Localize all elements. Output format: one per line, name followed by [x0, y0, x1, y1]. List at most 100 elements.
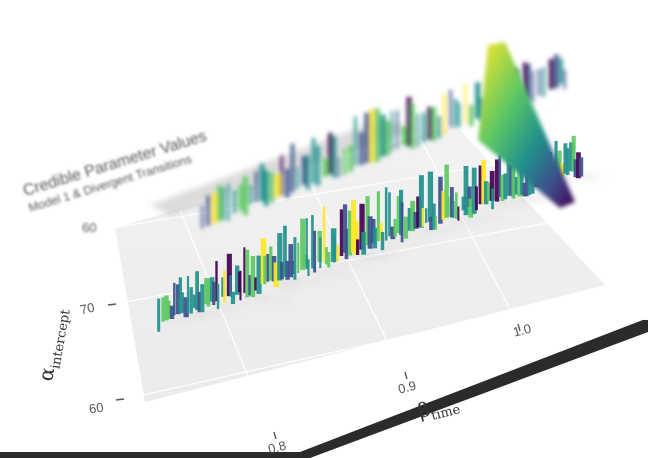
near-ridge-bar: [353, 220, 359, 255]
near-ridge-bar: [229, 275, 232, 297]
near-ridge-bar-shadow: [297, 273, 327, 277]
near-ridge-bar: [418, 175, 424, 228]
near-ridge-bar-shadow: [245, 297, 293, 304]
far-ridge-bar: [369, 108, 375, 163]
gridline-major-y: [129, 289, 611, 399]
near-ridge-bar-shadow: [322, 261, 376, 269]
near-ridge-bar-shadow: [361, 254, 387, 258]
x-tick-mark: [404, 371, 408, 380]
near-ridge-bar: [573, 159, 578, 178]
near-ridge-bar: [239, 270, 242, 301]
far-ridge-bar: [254, 171, 258, 202]
far-ridge-bar: [280, 155, 283, 196]
near-ridge-bar: [263, 255, 267, 285]
near-ridge-bar-shadow: [197, 312, 220, 315]
near-ridge-bar: [429, 216, 433, 231]
near-ridge-bar: [216, 283, 220, 310]
near-ridge-bar: [447, 197, 450, 217]
near-ridge-bar: [483, 181, 489, 205]
far-ridge-bar: [259, 164, 265, 202]
near-ridge-bar: [178, 277, 182, 314]
far-ridge-bar: [406, 97, 412, 147]
near-ridge-bar-shadow: [313, 272, 354, 278]
near-ridge-bar: [273, 262, 279, 287]
gridline-major-x: [419, 137, 521, 329]
near-ridge-bar: [491, 188, 494, 210]
near-ridge-bar-shadow: [438, 223, 486, 230]
far-ridge-bar: [422, 112, 426, 143]
near-ridge-bar: [421, 207, 425, 227]
far-ridge-bar: [290, 143, 295, 193]
near-ridge-bar: [230, 291, 236, 304]
near-ridge-bar: [478, 165, 483, 205]
near-ridge-bar-shadow: [161, 321, 187, 325]
near-ridge-bar-shadow: [239, 300, 269, 304]
y-tick-mark: [107, 303, 117, 306]
near-ridge-bar-shadow: [169, 319, 187, 321]
near-ridge-bar: [576, 152, 581, 179]
near-ridge-bar: [195, 271, 199, 311]
far-ridge-bar: [269, 172, 275, 203]
near-ridge-bar-shadow: [206, 306, 236, 310]
near-ridge-bar: [283, 225, 287, 277]
near-ridge-bar-shadow: [209, 301, 237, 305]
near-ridge-bar: [250, 256, 256, 297]
near-ridge-bar-shadow: [495, 201, 538, 207]
far-ridge-bar: [454, 99, 458, 127]
far-ridge-bar: [201, 205, 204, 229]
near-ridge-bar: [393, 218, 397, 237]
near-ridge-bar: [186, 276, 190, 313]
far-ridge-bar: [337, 156, 340, 178]
near-ridge-bar: [520, 171, 524, 195]
far-ridge-bar: [233, 189, 237, 214]
near-ridge-bar: [291, 260, 295, 274]
near-ridge-bar-shadow: [256, 293, 297, 299]
near-ridge-bar: [471, 167, 477, 214]
near-ridge-bar-shadow: [468, 217, 491, 220]
near-ridge-bar-shadow: [347, 255, 393, 261]
near-ridge-bar: [173, 282, 176, 316]
x-tick-label: 0.8: [266, 438, 287, 457]
near-ridge-bar: [427, 171, 434, 222]
near-ridge-bar-shadow: [576, 178, 605, 182]
near-ridge-bar: [280, 261, 284, 280]
far-ridge-bar: [469, 104, 474, 127]
near-ridge-bar: [277, 233, 283, 281]
near-ridge-bar: [161, 297, 165, 322]
y-tick-label: 60: [82, 220, 96, 235]
near-ridge-bar: [376, 191, 380, 242]
near-ridge-bar: [511, 165, 516, 199]
far-ridge-bar: [522, 62, 528, 98]
far-ridge-bar: [437, 116, 441, 139]
near-ridge-bar: [571, 135, 576, 172]
near-ridge-bar: [487, 182, 493, 202]
near-ridge-bar: [293, 237, 297, 280]
near-ridge-bar: [452, 201, 455, 219]
far-ridge-bar: [563, 69, 566, 90]
near-ridge-bar-shadow: [273, 286, 302, 290]
near-ridge-bar: [425, 208, 428, 223]
near-ridge-bar-shadow: [441, 219, 472, 224]
far-ridge-bar: [401, 126, 408, 146]
near-ridge-bar-shadow: [474, 210, 500, 214]
near-ridge-bar: [212, 281, 216, 305]
near-ridge-bar: [489, 171, 495, 201]
near-ridge-bar-shadow: [376, 241, 425, 248]
far-ridge-bar: [542, 66, 546, 97]
near-ridge-bar: [347, 210, 353, 256]
near-ridge-bar-shadow: [379, 240, 399, 243]
near-ridge-bar-shadow: [277, 280, 326, 287]
near-ridge-bar: [327, 252, 331, 268]
near-ridge-bar-shadow: [454, 218, 482, 223]
near-ridge-bar-shadow: [307, 275, 325, 279]
far-ridge-bar: [396, 110, 399, 149]
far-ridge-bar: [532, 70, 534, 103]
near-ridge-bar-shadow: [579, 176, 601, 179]
near-ridge-bar: [245, 249, 250, 298]
near-ridge-bar: [444, 164, 449, 218]
near-ridge-bar: [248, 275, 251, 296]
near-ridge-bar-shadow: [403, 238, 428, 242]
near-ridge-bar: [563, 143, 568, 174]
near-ridge-bar-shadow: [353, 255, 390, 260]
